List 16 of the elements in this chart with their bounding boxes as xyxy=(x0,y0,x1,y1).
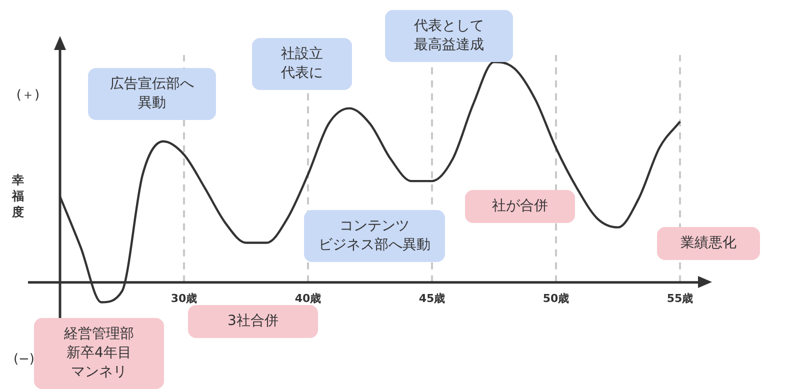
x-tick-label: 50歳 xyxy=(542,292,570,305)
annotation: 社が合併 xyxy=(491,197,549,216)
text: 代表として最高益達成 xyxy=(413,17,485,55)
x-tick-label: 40歳 xyxy=(294,292,322,305)
annotation: 業績悪化 xyxy=(680,234,738,253)
x-tick-label: 45歳 xyxy=(418,292,446,305)
annotation: 社設立代表に xyxy=(280,45,324,83)
annotation: 広告宣伝部へ異動 xyxy=(109,75,195,113)
x-tick-label: 55歳 xyxy=(666,292,694,305)
x-tick-label: 30歳 xyxy=(170,292,198,305)
annotation: コンテンツビジネス部へ異動 xyxy=(318,217,432,255)
text: 3社合併 xyxy=(226,312,280,331)
text: (−) xyxy=(12,351,36,369)
text: 経営管理部新卒4年目マンネリ xyxy=(63,325,135,382)
annotation: (＋) xyxy=(15,87,41,105)
y-axis-title: 幸福度 xyxy=(12,172,24,220)
